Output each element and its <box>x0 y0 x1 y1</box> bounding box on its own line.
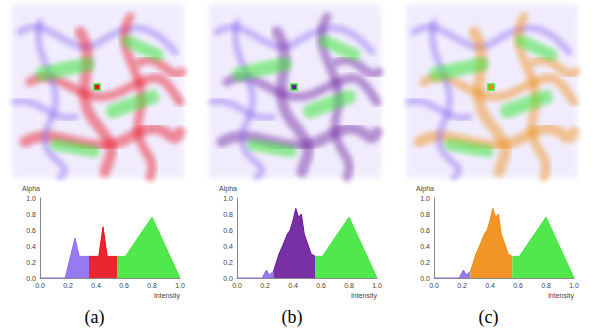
svg-text:0.0: 0.0 <box>35 282 45 289</box>
svg-text:0.8: 0.8 <box>26 211 36 218</box>
svg-text:(a): (a) <box>85 307 105 328</box>
svg-text:Alpha: Alpha <box>22 185 40 193</box>
svg-text:0.0: 0.0 <box>232 282 242 289</box>
svg-text:0.0: 0.0 <box>420 275 430 282</box>
svg-text:0.8: 0.8 <box>344 282 354 289</box>
svg-text:0.4: 0.4 <box>91 282 101 289</box>
svg-text:Alpha: Alpha <box>219 185 237 193</box>
svg-text:0.0: 0.0 <box>223 275 233 282</box>
svg-text:0.6: 0.6 <box>223 227 233 234</box>
svg-text:0.2: 0.2 <box>457 282 467 289</box>
svg-text:0.8: 0.8 <box>223 211 233 218</box>
svg-text:Intensity: Intensity <box>548 292 575 300</box>
svg-text:1.0: 1.0 <box>175 282 185 289</box>
svg-text:0.4: 0.4 <box>485 282 495 289</box>
svg-text:Intensity: Intensity <box>154 292 181 300</box>
svg-text:0.6: 0.6 <box>119 282 129 289</box>
svg-text:0.6: 0.6 <box>513 282 523 289</box>
svg-text:1.0: 1.0 <box>223 195 233 202</box>
svg-text:0.4: 0.4 <box>26 243 36 250</box>
svg-text:1.0: 1.0 <box>420 195 430 202</box>
svg-text:Intensity: Intensity <box>351 292 378 300</box>
svg-text:0.2: 0.2 <box>260 282 270 289</box>
svg-text:1.0: 1.0 <box>372 282 382 289</box>
svg-text:0.0: 0.0 <box>26 275 36 282</box>
svg-text:0.6: 0.6 <box>26 227 36 234</box>
svg-text:0.4: 0.4 <box>420 243 430 250</box>
svg-text:0.8: 0.8 <box>541 282 551 289</box>
svg-text:Alpha: Alpha <box>416 185 434 193</box>
svg-text:(c): (c) <box>479 307 499 328</box>
svg-text:0.2: 0.2 <box>63 282 73 289</box>
svg-text:0.2: 0.2 <box>223 259 233 266</box>
svg-text:(b): (b) <box>282 307 303 328</box>
svg-text:0.4: 0.4 <box>288 282 298 289</box>
svg-text:0.4: 0.4 <box>223 243 233 250</box>
svg-text:0.2: 0.2 <box>26 259 36 266</box>
svg-text:0.8: 0.8 <box>420 211 430 218</box>
svg-text:0.8: 0.8 <box>147 282 157 289</box>
svg-text:0.2: 0.2 <box>420 259 430 266</box>
svg-text:0.6: 0.6 <box>420 227 430 234</box>
svg-text:1.0: 1.0 <box>569 282 579 289</box>
svg-text:0.0: 0.0 <box>429 282 439 289</box>
svg-text:0.6: 0.6 <box>316 282 326 289</box>
svg-text:1.0: 1.0 <box>26 195 36 202</box>
